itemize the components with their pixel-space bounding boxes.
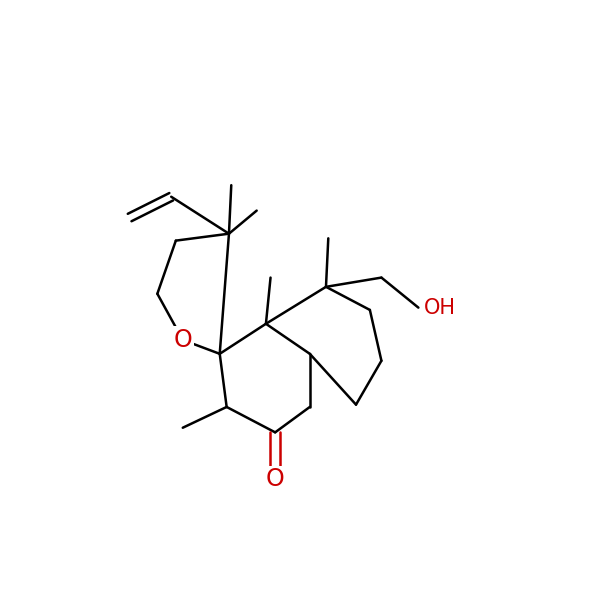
Text: O: O	[266, 467, 284, 491]
Text: O: O	[173, 328, 192, 352]
Text: OH: OH	[424, 298, 456, 317]
